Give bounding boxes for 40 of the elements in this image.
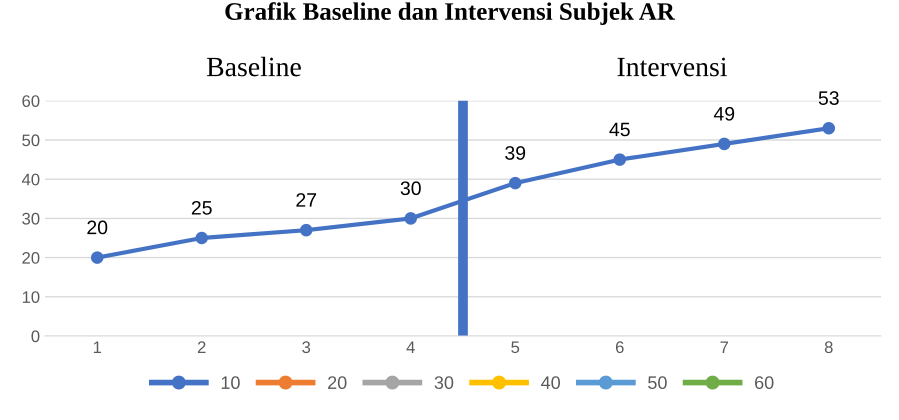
legend-label: 60 — [755, 376, 774, 390]
x-tick-label: 6 — [616, 341, 624, 354]
data-label: 25 — [192, 200, 212, 215]
x-tick-label: 3 — [302, 341, 310, 354]
y-tick-label: 50 — [22, 134, 40, 146]
x-tick-label: 7 — [720, 341, 728, 353]
x-tick-label: 5 — [511, 341, 520, 354]
data-label: 49 — [714, 106, 734, 121]
point — [195, 232, 208, 244]
point — [300, 224, 312, 236]
legend-label: 50 — [648, 376, 667, 390]
data-label: 45 — [609, 122, 630, 136]
text: Baseline — [206, 56, 301, 76]
data-label: 20 — [87, 220, 108, 234]
x-tick-label: 1 — [94, 341, 102, 353]
y-tick-label: 40 — [22, 174, 40, 186]
y-tick-label: 20 — [22, 252, 40, 264]
text: Intervensi — [617, 58, 728, 76]
point — [508, 176, 522, 190]
data-label: 53 — [818, 91, 839, 105]
point — [404, 212, 417, 225]
legend-label: 20 — [328, 376, 347, 390]
data-label: 30 — [400, 181, 421, 196]
y-tick-label: 60 — [22, 95, 40, 108]
legend-label: 30 — [434, 376, 454, 390]
y-tick-label: 10 — [22, 291, 40, 304]
point — [718, 138, 731, 150]
y-tick-label: 0 — [31, 330, 40, 342]
x-tick-label: 2 — [198, 341, 206, 353]
point — [90, 251, 104, 264]
y-tick-label: 30 — [22, 212, 40, 225]
x-tick-label: 4 — [406, 341, 415, 353]
legend-label: 40 — [541, 376, 560, 390]
point — [614, 153, 626, 166]
chart-title: Grafik Baseline dan Intervensi Subjek AR — [225, 2, 676, 26]
legend-label: 10 — [222, 376, 240, 390]
point — [822, 122, 836, 134]
data-label: 39 — [505, 146, 526, 160]
x-tick-label: 8 — [824, 341, 833, 354]
data-label: 27 — [296, 193, 316, 207]
